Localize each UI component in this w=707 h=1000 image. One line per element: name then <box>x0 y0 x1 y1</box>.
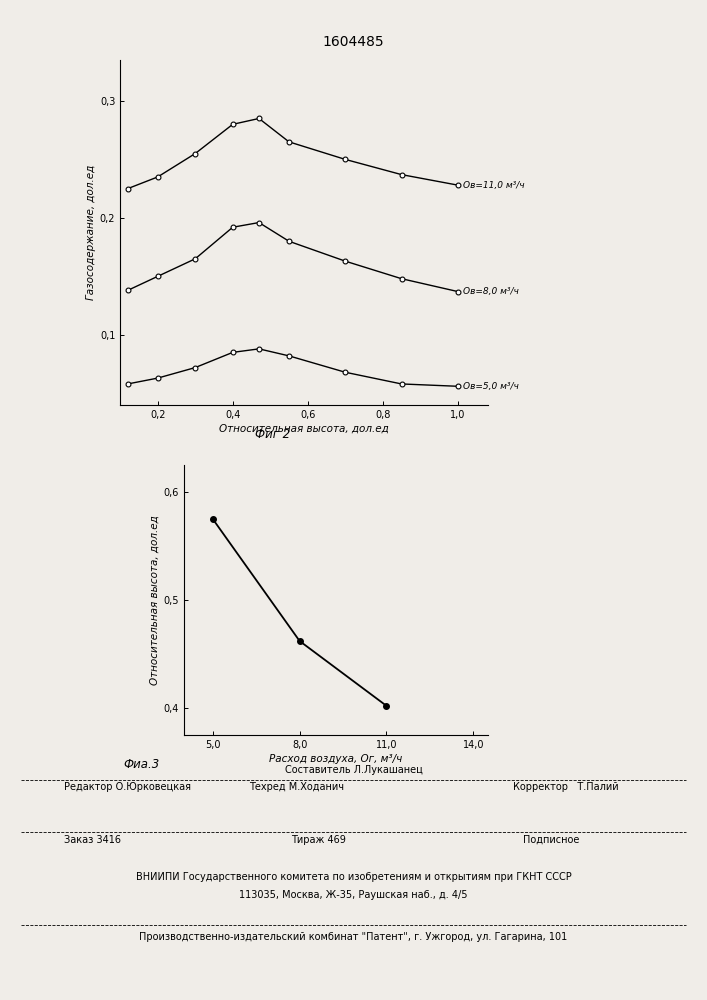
Text: 113035, Москва, Ж-35, Раушская наб., д. 4/5: 113035, Москва, Ж-35, Раушская наб., д. … <box>239 890 468 900</box>
Text: 1604485: 1604485 <box>322 35 385 49</box>
X-axis label: Относительная высота, дол.ед: Относительная высота, дол.ед <box>219 424 389 434</box>
Text: Техред М.Ходанич: Техред М.Ходанич <box>250 782 344 792</box>
Text: Корректор   Т.Палий: Корректор Т.Палий <box>513 782 619 792</box>
Text: Составитель Л.Лукашанец: Составитель Л.Лукашанец <box>284 765 423 775</box>
Text: Подписное: Подписное <box>523 835 580 845</box>
Text: Редактор О.Юрковецкая: Редактор О.Юрковецкая <box>64 782 191 792</box>
Text: Фиа.3: Фиа.3 <box>124 758 160 771</box>
Y-axis label: Относительная высота, дол.ед: Относительная высота, дол.ед <box>149 515 159 685</box>
Y-axis label: Газосодержание, дол.ед: Газосодержание, дол.ед <box>86 165 95 300</box>
Text: Заказ 3416: Заказ 3416 <box>64 835 121 845</box>
Text: Ов=8,0 м³/ч: Ов=8,0 м³/ч <box>464 287 520 296</box>
Text: Производственно-издательский комбинат "Патент", г. Ужгород, ул. Гагарина, 101: Производственно-издательский комбинат "П… <box>139 932 568 942</box>
Text: Фиг 2: Фиг 2 <box>255 428 290 441</box>
X-axis label: Расход воздуха, Oг, м³/ч: Расход воздуха, Oг, м³/ч <box>269 754 402 764</box>
Text: ВНИИПИ Государственного комитета по изобретениям и открытиям при ГКНТ СССР: ВНИИПИ Государственного комитета по изоб… <box>136 872 571 882</box>
Text: Тираж 469: Тираж 469 <box>291 835 346 845</box>
Text: Ов=11,0 м³/ч: Ов=11,0 м³/ч <box>464 181 525 190</box>
Text: Ов=5,0 м³/ч: Ов=5,0 м³/ч <box>464 382 520 391</box>
